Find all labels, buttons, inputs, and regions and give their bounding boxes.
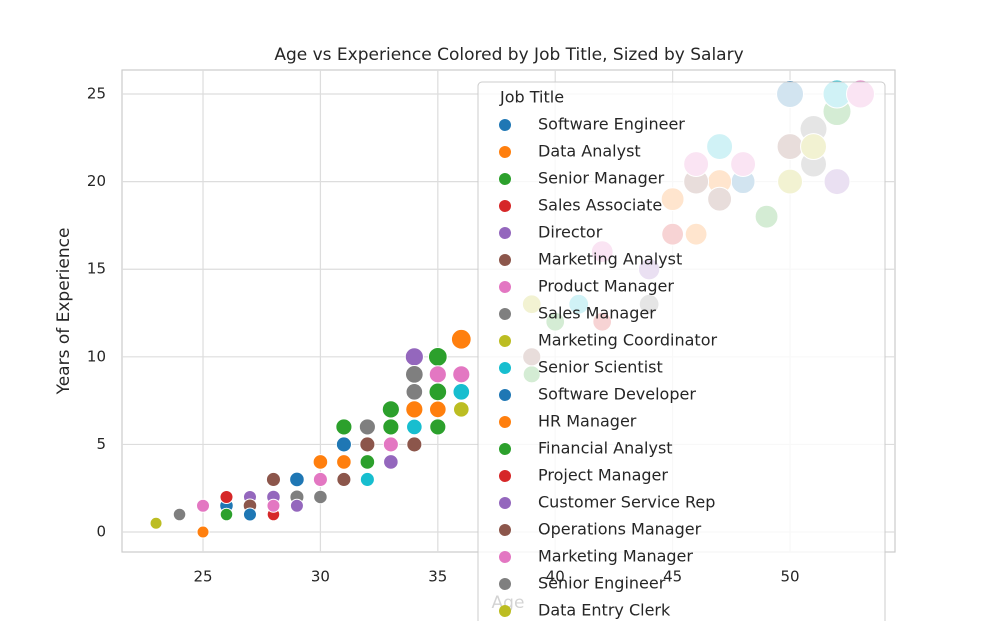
- x-tick-label: 45: [663, 568, 682, 586]
- scatter-point: [382, 418, 400, 436]
- scatter-point: [359, 436, 376, 453]
- legend-label: Senior Manager: [538, 169, 665, 188]
- scatter-point: [312, 454, 329, 470]
- legend-marker: [499, 281, 511, 293]
- y-tick-label: 15: [87, 260, 106, 278]
- legend-label: Marketing Coordinator: [538, 331, 717, 350]
- legend-marker: [499, 551, 511, 563]
- scatter-point: [219, 507, 234, 522]
- legend-label: Project Manager: [538, 466, 668, 485]
- scatter-point: [405, 383, 424, 401]
- x-tick-label: 35: [428, 568, 447, 586]
- legend-label: Software Engineer: [538, 115, 685, 134]
- legend-marker: [499, 335, 511, 347]
- legend-label: Data Analyst: [538, 142, 641, 161]
- scatter-point: [172, 507, 187, 522]
- scatter-point: [381, 400, 400, 419]
- legend-marker: [499, 497, 511, 509]
- legend-marker: [499, 254, 511, 266]
- scatter-point: [428, 365, 447, 384]
- legend-marker: [499, 119, 511, 131]
- scatter-point: [450, 328, 472, 350]
- scatter-point: [242, 507, 257, 522]
- chart-title: Age vs Experience Colored by Job Title, …: [274, 45, 743, 65]
- legend-label: Senior Scientist: [538, 358, 663, 377]
- legend-label: Data Entry Clerk: [538, 601, 671, 620]
- x-tick-label: 30: [311, 568, 330, 586]
- legend-label: Marketing Manager: [538, 547, 693, 566]
- scatter-point: [196, 525, 210, 539]
- scatter-point: [336, 454, 352, 470]
- scatter-point: [266, 498, 281, 513]
- scatter-point: [404, 347, 424, 367]
- legend-label: Financial Analyst: [538, 439, 673, 458]
- scatter-point: [359, 454, 376, 470]
- legend-marker: [499, 524, 511, 536]
- y-tick-label: 10: [87, 347, 106, 365]
- legend-label: Product Manager: [538, 277, 674, 296]
- scatter-point: [335, 418, 353, 436]
- legend-marker: [499, 200, 511, 212]
- legend-marker: [499, 470, 511, 482]
- scatter-point: [406, 436, 423, 453]
- y-axis-label: Years of Experience: [54, 228, 74, 396]
- scatter-point: [383, 454, 399, 470]
- legend-label: Customer Service Rep: [538, 493, 715, 512]
- legend-title: Job Title: [499, 88, 564, 107]
- legend-label: Sales Associate: [538, 196, 662, 215]
- scatter-point: [335, 436, 352, 453]
- legend-marker: [499, 173, 511, 185]
- scatter-point: [428, 382, 448, 402]
- scatter-point: [195, 498, 211, 513]
- legend-marker: [499, 389, 511, 401]
- scatter-point: [452, 365, 471, 384]
- scatter-point: [265, 471, 281, 487]
- scatter-point: [312, 471, 328, 487]
- legend-marker: [499, 308, 511, 320]
- y-tick-label: 5: [96, 435, 106, 453]
- legend-label: HR Manager: [538, 412, 637, 431]
- scatter-point: [313, 489, 328, 505]
- scatter-point: [219, 489, 234, 505]
- y-tick-label: 0: [96, 523, 106, 541]
- scatter-point: [336, 471, 352, 487]
- legend-box: [477, 81, 886, 621]
- y-tick-label: 25: [87, 85, 106, 103]
- legend-marker: [499, 146, 511, 158]
- scatter-point: [382, 436, 399, 453]
- legend-label: Software Developer: [538, 385, 696, 404]
- legend-label: Operations Manager: [538, 520, 702, 539]
- scatter-point: [452, 401, 470, 418]
- legend-marker: [499, 227, 511, 239]
- scatter-point: [289, 471, 305, 488]
- scatter-point: [149, 516, 163, 530]
- legend-marker: [499, 443, 511, 455]
- scatter-point: [429, 418, 447, 436]
- scatter-point: [406, 418, 423, 436]
- legend-marker: [499, 416, 511, 428]
- legend-label: Director: [538, 223, 603, 242]
- x-tick-label: 50: [780, 568, 799, 586]
- y-tick-label: 20: [87, 172, 106, 190]
- legend-marker: [499, 578, 511, 590]
- legend-label: Senior Engineer: [538, 574, 666, 593]
- scatter-point: [428, 400, 447, 419]
- scatter-point: [405, 364, 424, 384]
- scatter-point: [289, 498, 304, 513]
- x-tick-label: 40: [546, 568, 565, 586]
- x-tick-label: 25: [193, 568, 212, 586]
- legend-marker: [499, 605, 511, 617]
- legend-label: Marketing Analyst: [538, 250, 682, 269]
- scatter-point: [427, 346, 448, 367]
- scatter-point: [358, 418, 376, 436]
- legend-marker: [499, 362, 511, 374]
- scatter-point: [359, 471, 375, 487]
- scatter-point: [405, 400, 424, 419]
- scatter-point: [452, 383, 471, 401]
- legend-label: Sales Manager: [538, 304, 656, 323]
